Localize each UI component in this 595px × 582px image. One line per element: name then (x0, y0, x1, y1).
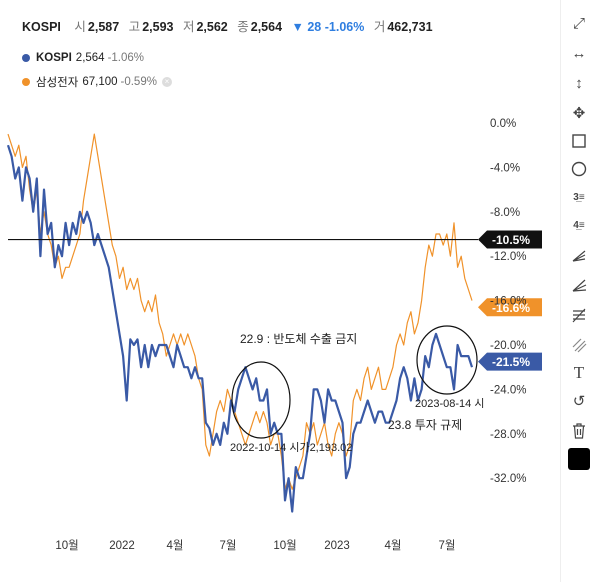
legend-name: KOSPI (36, 52, 72, 64)
fib-extension-icon[interactable]: 4̲≡ (573, 219, 585, 231)
color-swatch-icon[interactable] (568, 448, 590, 470)
x-tick-label: 10월 (55, 539, 78, 552)
x-tick-label: 4월 (385, 539, 402, 552)
low-label: 저 (182, 20, 195, 34)
price-chart[interactable]: -10.5% -16.6% -21.5% 0.0% -4.0% -8.0% -12.0% -… (0, 0, 560, 582)
parallel-channel-icon[interactable] (568, 334, 590, 356)
x-tick-label: 2023 (324, 540, 350, 552)
legend-pct: -0.59% (120, 76, 157, 88)
legend-value: 67,100 (82, 76, 118, 88)
x-tick-label: 2022 (109, 540, 135, 552)
drawing-toolbar: ⤢ ↔ ↕ ✥ 3̲≡ 4̲≡ T ↺ (560, 0, 595, 582)
ohlc-header: KOSPI 시 2,587 고 2,593 저 2,562 종 2,564 ▼ 28 -… (22, 16, 439, 35)
trash-icon[interactable] (568, 420, 590, 442)
chart-annotation[interactable]: 2022-10-14 시가2,193.02 (230, 441, 352, 454)
legend-value: 2,564 (75, 52, 105, 64)
y-tick-label: 0.0% (490, 118, 516, 130)
fan-icon[interactable] (568, 274, 590, 296)
volume-value: 462,731 (387, 20, 433, 34)
fib-retracement-icon[interactable]: 3̲≡ (573, 191, 585, 203)
rectangle-icon[interactable] (568, 130, 590, 152)
series-line (6, 144, 474, 513)
ellipse-drawing[interactable] (231, 361, 291, 439)
y-tick-label: -24.0% (490, 384, 526, 396)
x-tick-label: 10월 (273, 539, 296, 552)
chart-annotation[interactable]: 22.9 : 반도체 수출 금지 (240, 332, 357, 346)
expand-icon[interactable]: ⤢ (572, 14, 585, 32)
legend-name: 삼성전자 (36, 77, 79, 89)
volume-label: 거 (373, 20, 386, 34)
high-label: 고 (128, 20, 141, 34)
y-tick-label: -32.0% (490, 473, 526, 485)
last-value-label-bg (478, 298, 542, 317)
high-value: 2,593 (142, 20, 174, 34)
low-value: 2,562 (196, 20, 228, 34)
change-value: ▼ 28 -1.06% (291, 20, 365, 34)
horizontal-line-price-label-bg (478, 230, 542, 249)
undo-icon[interactable]: ↺ (572, 393, 586, 410)
legend-item-kospi[interactable]: KOSPI 2,564 -1.06% (22, 52, 144, 64)
symbol-name: KOSPI (22, 20, 61, 34)
last-value-label: -16.6% (492, 301, 530, 315)
y-tick-label: -12.0% (490, 251, 526, 263)
y-tick-label: -28.0% (490, 429, 526, 441)
ellipse-drawing[interactable] (416, 325, 478, 395)
close-value: 2,564 (250, 20, 283, 34)
open-value: 2,587 (87, 20, 120, 34)
x-tick-label: 7월 (439, 539, 456, 552)
crosshair-icon[interactable]: ✥ (572, 105, 586, 122)
open-label: 시 (74, 20, 86, 34)
series-line (7, 133, 473, 490)
chart-annotation[interactable]: 2023-08-14 시 (415, 398, 484, 410)
last-value-label: -21.5% (492, 355, 530, 369)
horizontal-line-icon[interactable]: ↔ (571, 44, 587, 62)
x-tick-label: 7월 (220, 539, 237, 552)
series-color-dot (22, 54, 30, 62)
horizontal-line-price-label: -10.5% (492, 233, 530, 247)
y-tick-label: -8.0% (490, 207, 520, 219)
series-color-dot (22, 78, 30, 86)
legend-item-samsung[interactable]: 삼성전자 67,100 -0.59% × (22, 74, 172, 90)
last-value-label-bg (478, 352, 542, 371)
y-tick-label: -16.0% (490, 296, 526, 308)
y-tick-label: -4.0% (490, 162, 520, 174)
x-tick-label: 4월 (167, 539, 184, 552)
legend-pct: -1.06% (107, 52, 145, 64)
text-icon[interactable]: T (573, 363, 585, 382)
chart-annotation[interactable]: 23.8 투자 규제 (388, 418, 462, 432)
y-tick-label: -20.0% (490, 340, 526, 352)
circle-icon[interactable] (568, 158, 590, 180)
gann-icon[interactable] (568, 244, 590, 266)
remove-series-icon[interactable]: × (161, 77, 172, 87)
pitchfork-icon[interactable] (568, 304, 590, 326)
close-label: 종 (237, 20, 249, 34)
vertical-line-icon[interactable]: ↕ (575, 74, 583, 92)
